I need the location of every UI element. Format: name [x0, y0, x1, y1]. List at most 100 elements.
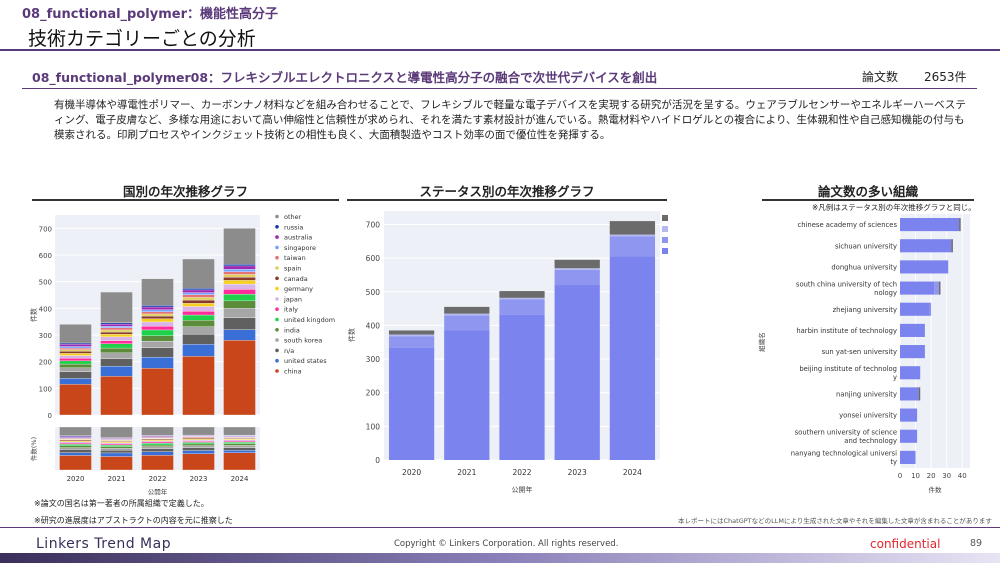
paper-count-label: 論文数	[862, 70, 899, 84]
country-ytick: 300	[39, 332, 52, 340]
country-legend-swatch	[275, 235, 279, 239]
status-xtick: 2024	[623, 468, 642, 477]
country-bar-segment	[223, 283, 256, 290]
status-bar-segment	[388, 334, 435, 337]
status-chart: 0 100 200 300 400 500 600 700 件数 2020 2021 2022 2023…	[347, 211, 668, 494]
country-bar-segment	[223, 274, 256, 278]
country-bar-segment	[59, 351, 92, 354]
country-bar-segment	[100, 326, 133, 328]
status-xtick: 2020	[402, 468, 421, 477]
country-pct-segment	[141, 444, 174, 447]
country-bar-segment	[100, 343, 133, 349]
section-divider	[22, 88, 977, 89]
country-pct-segment	[100, 444, 133, 447]
orgs-ytick: harbin institute of technology	[796, 327, 897, 335]
status-ytick: 100	[366, 422, 381, 431]
orgs-bar-segment	[900, 429, 918, 443]
orgs-bar-segment	[900, 302, 930, 316]
country-bar-segment	[59, 344, 92, 347]
country-ytick: 400	[39, 305, 52, 313]
country-pct-segment	[182, 442, 215, 445]
country-bar-segment	[59, 324, 92, 344]
country-xtick: 2023	[190, 475, 208, 483]
country-legend-label: united states	[284, 357, 327, 365]
country-legend-swatch	[275, 276, 279, 281]
country-legend-swatch	[275, 328, 279, 332]
country-bar-segment	[59, 346, 92, 349]
country-legend-swatch	[275, 338, 279, 342]
country-legend-label: singapore	[284, 244, 316, 252]
country-bar-segment	[223, 317, 256, 330]
country-pct-segment	[223, 450, 256, 453]
status-legend-swatch	[662, 215, 668, 221]
country-legend-swatch	[275, 286, 279, 291]
country-legend-swatch	[275, 214, 279, 219]
country-pct-segment	[59, 444, 92, 446]
confidential-label: confidential	[870, 537, 941, 551]
country-bar-segment	[141, 315, 174, 319]
country-bar-segment	[100, 323, 133, 327]
orgs-ytick: chinese academy of sciences	[797, 221, 897, 229]
orgs-chart: 0 10 20 30 40 件数 組織名 chinese academy of science…	[757, 214, 970, 494]
country-pct-segment	[100, 426, 133, 438]
country-pct-segment	[223, 445, 256, 448]
orgs-ytick: and technology	[844, 437, 897, 445]
status-bar-segment	[554, 269, 600, 286]
country-pct-segment	[59, 447, 92, 450]
country-bar-segment	[100, 331, 133, 335]
brand-bar	[0, 553, 1000, 563]
country-legend-swatch	[275, 317, 279, 322]
country-bar-segment	[100, 334, 133, 338]
country-legend-label: russia	[284, 223, 303, 231]
page-number: 89	[970, 538, 983, 549]
orgs-bar-segment	[900, 387, 919, 401]
country-pct-segment	[59, 436, 92, 438]
country-ylabel: 件数	[30, 308, 38, 322]
country-bar-segment	[100, 322, 133, 325]
country-legend-swatch	[275, 255, 279, 260]
orgs-bar-segment	[900, 366, 921, 380]
status-legend-swatch	[662, 248, 668, 254]
status-ytick: 0	[375, 456, 380, 465]
country-legend-swatch	[275, 245, 279, 250]
country-bar-segment	[223, 268, 256, 272]
country-pct-segment	[182, 426, 215, 436]
status-bar-segment	[444, 315, 490, 331]
country-bar-segment	[100, 291, 133, 323]
country-bar-segment	[182, 292, 215, 295]
orgs-heading-rule	[762, 199, 974, 201]
country-bar-segment	[59, 353, 92, 356]
country-pct-segment	[100, 450, 133, 454]
status-ylabel: 件数	[347, 328, 356, 342]
country-bar-segment	[182, 356, 215, 416]
status-bar-segment	[499, 291, 545, 298]
country-bar-segment	[100, 336, 133, 341]
country-pct-segment	[182, 439, 215, 442]
status-bar-segment	[499, 314, 545, 460]
orgs-ytick: donghua university	[831, 263, 897, 271]
country-ytick: 700	[39, 225, 52, 233]
country-bar-segment	[182, 326, 215, 335]
country-bar-segment	[223, 289, 256, 295]
country-bar-segment	[141, 321, 174, 327]
country-bar-segment	[182, 344, 215, 357]
country-bar-segment	[141, 311, 174, 315]
country-legend-label: other	[284, 213, 302, 221]
header-divider	[0, 49, 1000, 51]
country-pct-segment	[141, 443, 174, 446]
header-subtitle: 08_functional_polymer：機能性高分子	[22, 7, 278, 22]
llm-disclaimer: 本レポートにはChatGPTなどのLLMにより生成された文章やそれを編集した文章…	[678, 517, 992, 525]
country-bar-segment	[100, 329, 133, 333]
country-legend-swatch	[275, 369, 279, 373]
orgs-ytick: zhejiang university	[833, 306, 897, 314]
country-pct-segment	[141, 448, 174, 452]
country-bar-segment	[100, 358, 133, 367]
country-bar-segment	[223, 308, 256, 318]
country-bar-segment	[100, 376, 133, 416]
country-legend-label: india	[284, 326, 300, 334]
paper-count-value: 2653件	[924, 70, 967, 84]
country-bar-segment	[59, 360, 92, 365]
country-pct-segment	[223, 442, 256, 444]
country-bar-segment	[100, 327, 133, 331]
status-bar-segment	[554, 259, 600, 269]
